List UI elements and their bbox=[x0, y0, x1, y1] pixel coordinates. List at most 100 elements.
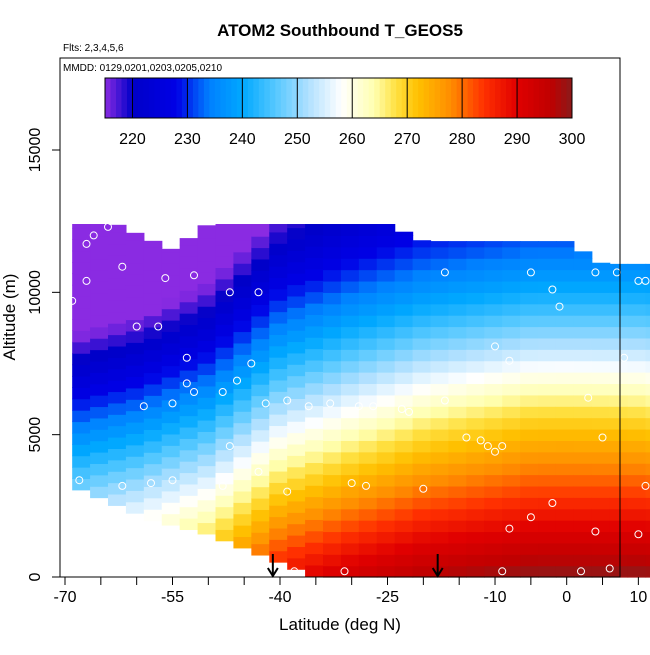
curtain-cell bbox=[323, 258, 342, 270]
curtain-cell bbox=[305, 326, 324, 338]
curtain-cell bbox=[395, 543, 414, 555]
curtain-cell bbox=[466, 531, 485, 543]
curtain-cell bbox=[484, 543, 503, 555]
curtain-cell bbox=[323, 520, 342, 532]
colorbar-segment bbox=[204, 78, 210, 118]
curtain-cell bbox=[377, 429, 396, 441]
curtain-cell bbox=[305, 497, 324, 509]
curtain-cell bbox=[180, 461, 199, 473]
curtain-cell bbox=[269, 232, 288, 244]
curtain-cell bbox=[180, 416, 199, 428]
colorbar-segment bbox=[374, 78, 380, 118]
curtain-cell bbox=[108, 437, 127, 449]
curtain-cell bbox=[162, 331, 181, 343]
colorbar-segment bbox=[132, 78, 138, 118]
curtain-cell bbox=[592, 452, 611, 464]
curtain-cell bbox=[90, 247, 109, 259]
curtain-cell bbox=[341, 520, 360, 532]
curtain-cell bbox=[377, 475, 396, 487]
curtain-cell bbox=[413, 475, 432, 487]
x-axis: -70-55-40-25-1001020304050607080 bbox=[53, 577, 650, 606]
colorbar-segment bbox=[556, 78, 562, 118]
curtain-cell bbox=[395, 486, 414, 498]
curtain-cell bbox=[162, 502, 181, 514]
curtain-cell bbox=[610, 520, 629, 532]
curtain-cell bbox=[216, 461, 235, 473]
curtain-cell bbox=[413, 258, 432, 270]
curtain-cell bbox=[592, 497, 611, 509]
curtain-cell bbox=[574, 554, 593, 566]
curtain-cell bbox=[628, 463, 647, 475]
curtain-cell bbox=[269, 471, 288, 483]
curtain-cell bbox=[341, 554, 360, 566]
curtain-cell bbox=[628, 281, 647, 293]
curtain-cell bbox=[323, 372, 342, 384]
curtain-cell bbox=[323, 554, 342, 566]
curtain-cell bbox=[556, 406, 575, 418]
curtain-cell bbox=[216, 495, 235, 507]
curtain-cell bbox=[448, 383, 467, 395]
curtain-cell bbox=[377, 224, 396, 236]
curtain-cell bbox=[628, 315, 647, 327]
colorbar-segment bbox=[242, 78, 248, 118]
curtain-cell bbox=[646, 383, 650, 395]
curtain-cell bbox=[502, 486, 521, 498]
curtain-cell bbox=[233, 411, 252, 423]
curtain-cell bbox=[502, 475, 521, 487]
curtain-cell bbox=[251, 396, 270, 408]
curtain-cell bbox=[610, 497, 629, 509]
curtain-cell bbox=[448, 247, 467, 259]
curtain-cell bbox=[108, 278, 127, 290]
curtain-cell bbox=[592, 520, 611, 532]
curtain-cell bbox=[431, 258, 450, 270]
curtain-cell bbox=[610, 543, 629, 555]
curtain-cell bbox=[72, 421, 91, 433]
curtain-cell bbox=[233, 240, 252, 252]
x-tick-label: -40 bbox=[268, 589, 291, 606]
curtain-cell bbox=[287, 250, 306, 262]
colorbar-segment bbox=[330, 78, 336, 118]
curtain-cell bbox=[466, 554, 485, 566]
curtain-cell bbox=[520, 383, 539, 395]
colorbar-segment bbox=[451, 78, 457, 118]
curtain-cell bbox=[287, 364, 306, 376]
curtain-cell bbox=[341, 361, 360, 373]
curtain-cell bbox=[502, 372, 521, 384]
curtain-cell bbox=[251, 498, 270, 510]
curtain-cell bbox=[628, 429, 647, 441]
curtain-cell bbox=[431, 429, 450, 441]
curtain-cell bbox=[502, 241, 521, 247]
curtain-cell bbox=[395, 418, 414, 430]
curtain-cell bbox=[538, 566, 557, 578]
curtain-cell bbox=[646, 566, 650, 578]
curtain-cell bbox=[413, 304, 432, 316]
curtain-cell bbox=[448, 361, 467, 373]
curtain-cell bbox=[431, 304, 450, 316]
curtain-cell bbox=[162, 479, 181, 491]
curtain-cell bbox=[198, 420, 217, 432]
colorbar-segment bbox=[270, 78, 276, 118]
curtain-cell bbox=[126, 233, 145, 241]
curtain-cell bbox=[126, 251, 145, 263]
curtain-cell bbox=[556, 338, 575, 350]
curtain-cell bbox=[538, 372, 557, 384]
curtain-cell bbox=[90, 315, 109, 327]
curtain-cell bbox=[592, 326, 611, 338]
curtain-cell bbox=[144, 316, 163, 328]
curtain-cell bbox=[251, 259, 270, 271]
curtain-cell bbox=[144, 418, 163, 430]
curtain-cell bbox=[556, 326, 575, 338]
curtain-cell bbox=[287, 535, 306, 547]
curtain-cell bbox=[216, 290, 235, 302]
curtain-cell bbox=[233, 434, 252, 446]
curtain-cell bbox=[108, 300, 127, 312]
curtain-cell bbox=[395, 566, 414, 578]
curtain-cell bbox=[377, 315, 396, 327]
curtain-cell bbox=[108, 426, 127, 438]
curtain-cell bbox=[162, 422, 181, 434]
curtain-cell bbox=[269, 494, 288, 506]
curtain-cell bbox=[377, 304, 396, 316]
curtain-cell bbox=[180, 313, 199, 325]
colorbar-segment bbox=[468, 78, 474, 118]
curtain-cell bbox=[502, 566, 521, 578]
